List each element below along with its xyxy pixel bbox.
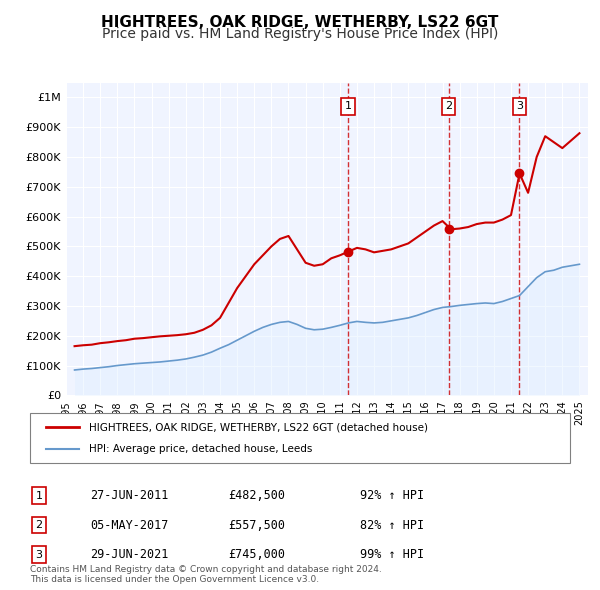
Text: HIGHTREES, OAK RIDGE, WETHERBY, LS22 6GT: HIGHTREES, OAK RIDGE, WETHERBY, LS22 6GT: [101, 15, 499, 30]
Text: 27-JUN-2011: 27-JUN-2011: [90, 489, 169, 502]
Text: 1: 1: [345, 101, 352, 112]
Text: Contains HM Land Registry data © Crown copyright and database right 2024.
This d: Contains HM Land Registry data © Crown c…: [30, 565, 382, 584]
Text: 2: 2: [35, 520, 43, 530]
Text: 29-JUN-2021: 29-JUN-2021: [90, 548, 169, 561]
Text: 2: 2: [445, 101, 452, 112]
Text: 3: 3: [516, 101, 523, 112]
Text: £482,500: £482,500: [228, 489, 285, 502]
Text: 3: 3: [35, 550, 43, 559]
Text: £557,500: £557,500: [228, 519, 285, 532]
Text: 82% ↑ HPI: 82% ↑ HPI: [360, 519, 424, 532]
Text: Price paid vs. HM Land Registry's House Price Index (HPI): Price paid vs. HM Land Registry's House …: [102, 27, 498, 41]
Text: 92% ↑ HPI: 92% ↑ HPI: [360, 489, 424, 502]
Text: HPI: Average price, detached house, Leeds: HPI: Average price, detached house, Leed…: [89, 444, 313, 454]
Text: HIGHTREES, OAK RIDGE, WETHERBY, LS22 6GT (detached house): HIGHTREES, OAK RIDGE, WETHERBY, LS22 6GT…: [89, 422, 428, 432]
Text: 1: 1: [35, 491, 43, 500]
Text: 05-MAY-2017: 05-MAY-2017: [90, 519, 169, 532]
Text: £745,000: £745,000: [228, 548, 285, 561]
Text: 99% ↑ HPI: 99% ↑ HPI: [360, 548, 424, 561]
FancyBboxPatch shape: [30, 413, 570, 463]
